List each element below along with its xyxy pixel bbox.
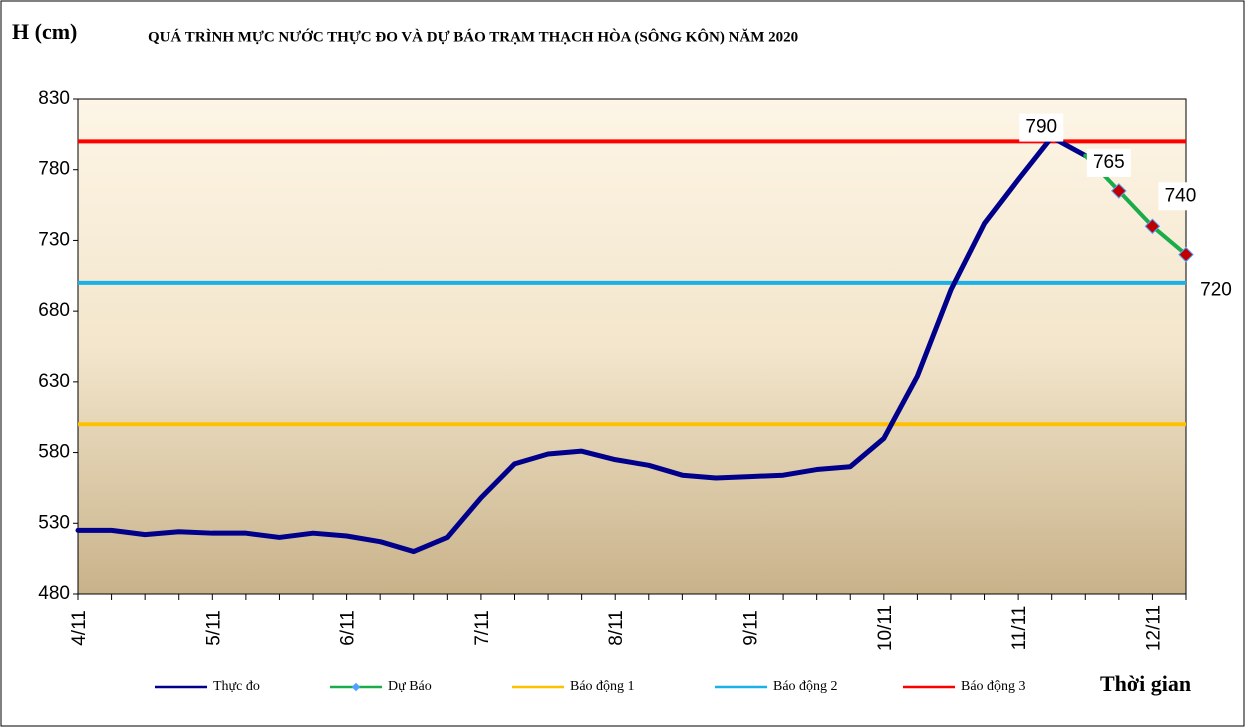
x-tick-label: 7/11 — [472, 610, 493, 646]
x-tick-label: 5/11 — [203, 610, 224, 646]
forecast-marker — [1178, 246, 1194, 263]
data-label: 790 — [1025, 117, 1057, 138]
forecast-marker — [1111, 183, 1127, 199]
chart-title: QUÁ TRÌNH MỰC NƯỚC THỰC ĐO VÀ DỰ BÁO TRẠ… — [148, 28, 798, 45]
data-label: 740 — [1165, 185, 1197, 206]
series-line — [75, 134, 1088, 555]
y-tick-label: 480 — [38, 583, 70, 604]
legend-label: Báo động 2 — [773, 679, 838, 694]
x-tick-label: 9/11 — [741, 610, 762, 646]
y-tick-label: 830 — [38, 88, 70, 109]
data-label: 765 — [1093, 152, 1125, 173]
y-tick-label: 730 — [38, 229, 70, 250]
y-axis-label: H (cm) — [12, 19, 77, 44]
data-label-box — [1194, 276, 1238, 305]
forecast-marker — [1144, 218, 1161, 235]
y-tick-label: 580 — [38, 442, 70, 463]
legend-marker — [351, 682, 361, 692]
x-tick-label: 12/11 — [1143, 605, 1164, 651]
y-tick-label: 680 — [38, 300, 70, 321]
data-label-box — [1019, 113, 1064, 142]
y-tick-label: 780 — [38, 159, 70, 180]
legend-label: Dự Báo — [388, 679, 432, 694]
data-label-box — [1158, 182, 1203, 211]
plot-area — [77, 98, 1187, 595]
x-tick-label: 4/11 — [69, 610, 90, 646]
x-tick-label: 6/11 — [338, 610, 359, 646]
x-tick-label: 8/11 — [606, 610, 627, 646]
y-tick-label: 530 — [38, 512, 70, 533]
legend-label: Báo động 1 — [570, 679, 635, 694]
legend-label: Thực đo — [213, 679, 260, 694]
x-tick-label: 10/11 — [875, 605, 896, 651]
x-tick-label: 11/11 — [1009, 606, 1030, 651]
data-label: 720 — [1200, 280, 1232, 301]
legend-label: Báo động 3 — [961, 679, 1026, 694]
data-label-box — [1086, 148, 1131, 177]
x-axis-label: Thời gian — [1100, 671, 1191, 696]
y-tick-label: 630 — [38, 371, 70, 392]
